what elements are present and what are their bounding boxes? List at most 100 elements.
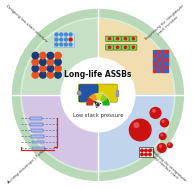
Circle shape bbox=[32, 65, 39, 72]
Circle shape bbox=[40, 72, 46, 78]
Circle shape bbox=[40, 65, 46, 72]
Wedge shape bbox=[86, 93, 110, 105]
Bar bbox=[160, 65, 164, 68]
FancyBboxPatch shape bbox=[113, 36, 121, 42]
Text: Long-life ASSBs: Long-life ASSBs bbox=[64, 70, 132, 79]
Bar bbox=[32, 141, 44, 143]
Circle shape bbox=[94, 101, 102, 109]
Circle shape bbox=[32, 72, 39, 78]
Text: Designing low-strain structure: Designing low-strain structure bbox=[5, 4, 48, 43]
Circle shape bbox=[149, 153, 151, 156]
Bar bbox=[116, 90, 118, 96]
Circle shape bbox=[116, 38, 119, 40]
Bar bbox=[139, 147, 153, 157]
Circle shape bbox=[55, 43, 58, 46]
Text: Avoiding anisotropic J-T effect: Avoiding anisotropic J-T effect bbox=[6, 147, 48, 185]
Bar bbox=[164, 65, 168, 68]
Circle shape bbox=[162, 120, 164, 122]
Bar bbox=[32, 146, 45, 149]
Circle shape bbox=[32, 59, 39, 65]
FancyBboxPatch shape bbox=[79, 84, 117, 102]
Bar bbox=[31, 135, 44, 138]
Circle shape bbox=[69, 33, 72, 36]
Text: Minimizing the intergranular
and interface crack: Minimizing the intergranular and interfa… bbox=[145, 146, 187, 185]
Wedge shape bbox=[94, 94, 101, 105]
Bar bbox=[160, 58, 164, 61]
Text: Low stack pressure: Low stack pressure bbox=[73, 113, 123, 118]
Circle shape bbox=[132, 38, 134, 40]
Circle shape bbox=[64, 33, 67, 36]
Bar bbox=[153, 69, 156, 72]
Circle shape bbox=[149, 149, 151, 152]
Bar bbox=[153, 65, 156, 68]
Circle shape bbox=[77, 91, 81, 95]
Circle shape bbox=[129, 119, 151, 141]
Circle shape bbox=[60, 43, 63, 46]
FancyBboxPatch shape bbox=[113, 45, 121, 50]
Circle shape bbox=[145, 149, 147, 152]
Circle shape bbox=[124, 46, 126, 48]
Circle shape bbox=[141, 149, 143, 152]
Circle shape bbox=[40, 59, 46, 65]
FancyBboxPatch shape bbox=[121, 45, 129, 50]
Wedge shape bbox=[23, 20, 98, 95]
Wedge shape bbox=[98, 20, 173, 95]
Bar bbox=[153, 54, 156, 57]
Circle shape bbox=[108, 46, 111, 48]
Bar bbox=[157, 69, 160, 72]
Bar bbox=[164, 58, 168, 61]
FancyBboxPatch shape bbox=[106, 36, 113, 42]
Wedge shape bbox=[89, 94, 98, 105]
Circle shape bbox=[159, 133, 166, 139]
Bar bbox=[157, 65, 160, 68]
Bar bbox=[157, 61, 160, 65]
Circle shape bbox=[55, 52, 61, 59]
Circle shape bbox=[145, 153, 147, 156]
Bar bbox=[164, 61, 168, 65]
Circle shape bbox=[64, 43, 67, 46]
Circle shape bbox=[149, 150, 151, 151]
FancyBboxPatch shape bbox=[79, 84, 98, 102]
FancyBboxPatch shape bbox=[129, 36, 137, 42]
Circle shape bbox=[116, 46, 119, 48]
Circle shape bbox=[47, 65, 54, 72]
Bar bbox=[164, 50, 168, 53]
FancyBboxPatch shape bbox=[129, 45, 137, 50]
Bar bbox=[157, 58, 160, 61]
Bar bbox=[160, 54, 164, 57]
Circle shape bbox=[47, 52, 54, 59]
Circle shape bbox=[60, 38, 63, 41]
Wedge shape bbox=[87, 98, 98, 105]
Circle shape bbox=[69, 43, 72, 46]
Bar bbox=[54, 34, 74, 47]
Circle shape bbox=[55, 33, 58, 36]
Circle shape bbox=[168, 143, 172, 148]
Circle shape bbox=[55, 59, 61, 65]
Circle shape bbox=[150, 108, 161, 118]
Circle shape bbox=[69, 38, 72, 41]
Wedge shape bbox=[98, 95, 173, 170]
Circle shape bbox=[160, 119, 168, 127]
Bar bbox=[153, 58, 156, 61]
FancyBboxPatch shape bbox=[106, 45, 113, 50]
Circle shape bbox=[61, 58, 135, 132]
Bar bbox=[160, 61, 164, 65]
Circle shape bbox=[108, 38, 111, 40]
Circle shape bbox=[169, 144, 170, 145]
Bar bbox=[157, 54, 160, 57]
Circle shape bbox=[60, 33, 63, 36]
Bar bbox=[160, 69, 164, 72]
Circle shape bbox=[47, 59, 54, 65]
Circle shape bbox=[124, 38, 126, 40]
Bar bbox=[164, 54, 168, 57]
Bar bbox=[29, 117, 42, 120]
Circle shape bbox=[134, 123, 139, 128]
Circle shape bbox=[97, 104, 99, 106]
Wedge shape bbox=[23, 95, 98, 170]
Circle shape bbox=[158, 144, 166, 152]
Circle shape bbox=[132, 46, 134, 48]
Text: Suppressing the intergranular
crack evolution: Suppressing the intergranular crack evol… bbox=[145, 4, 188, 44]
Circle shape bbox=[21, 18, 175, 172]
FancyBboxPatch shape bbox=[121, 36, 129, 42]
Circle shape bbox=[159, 145, 162, 147]
